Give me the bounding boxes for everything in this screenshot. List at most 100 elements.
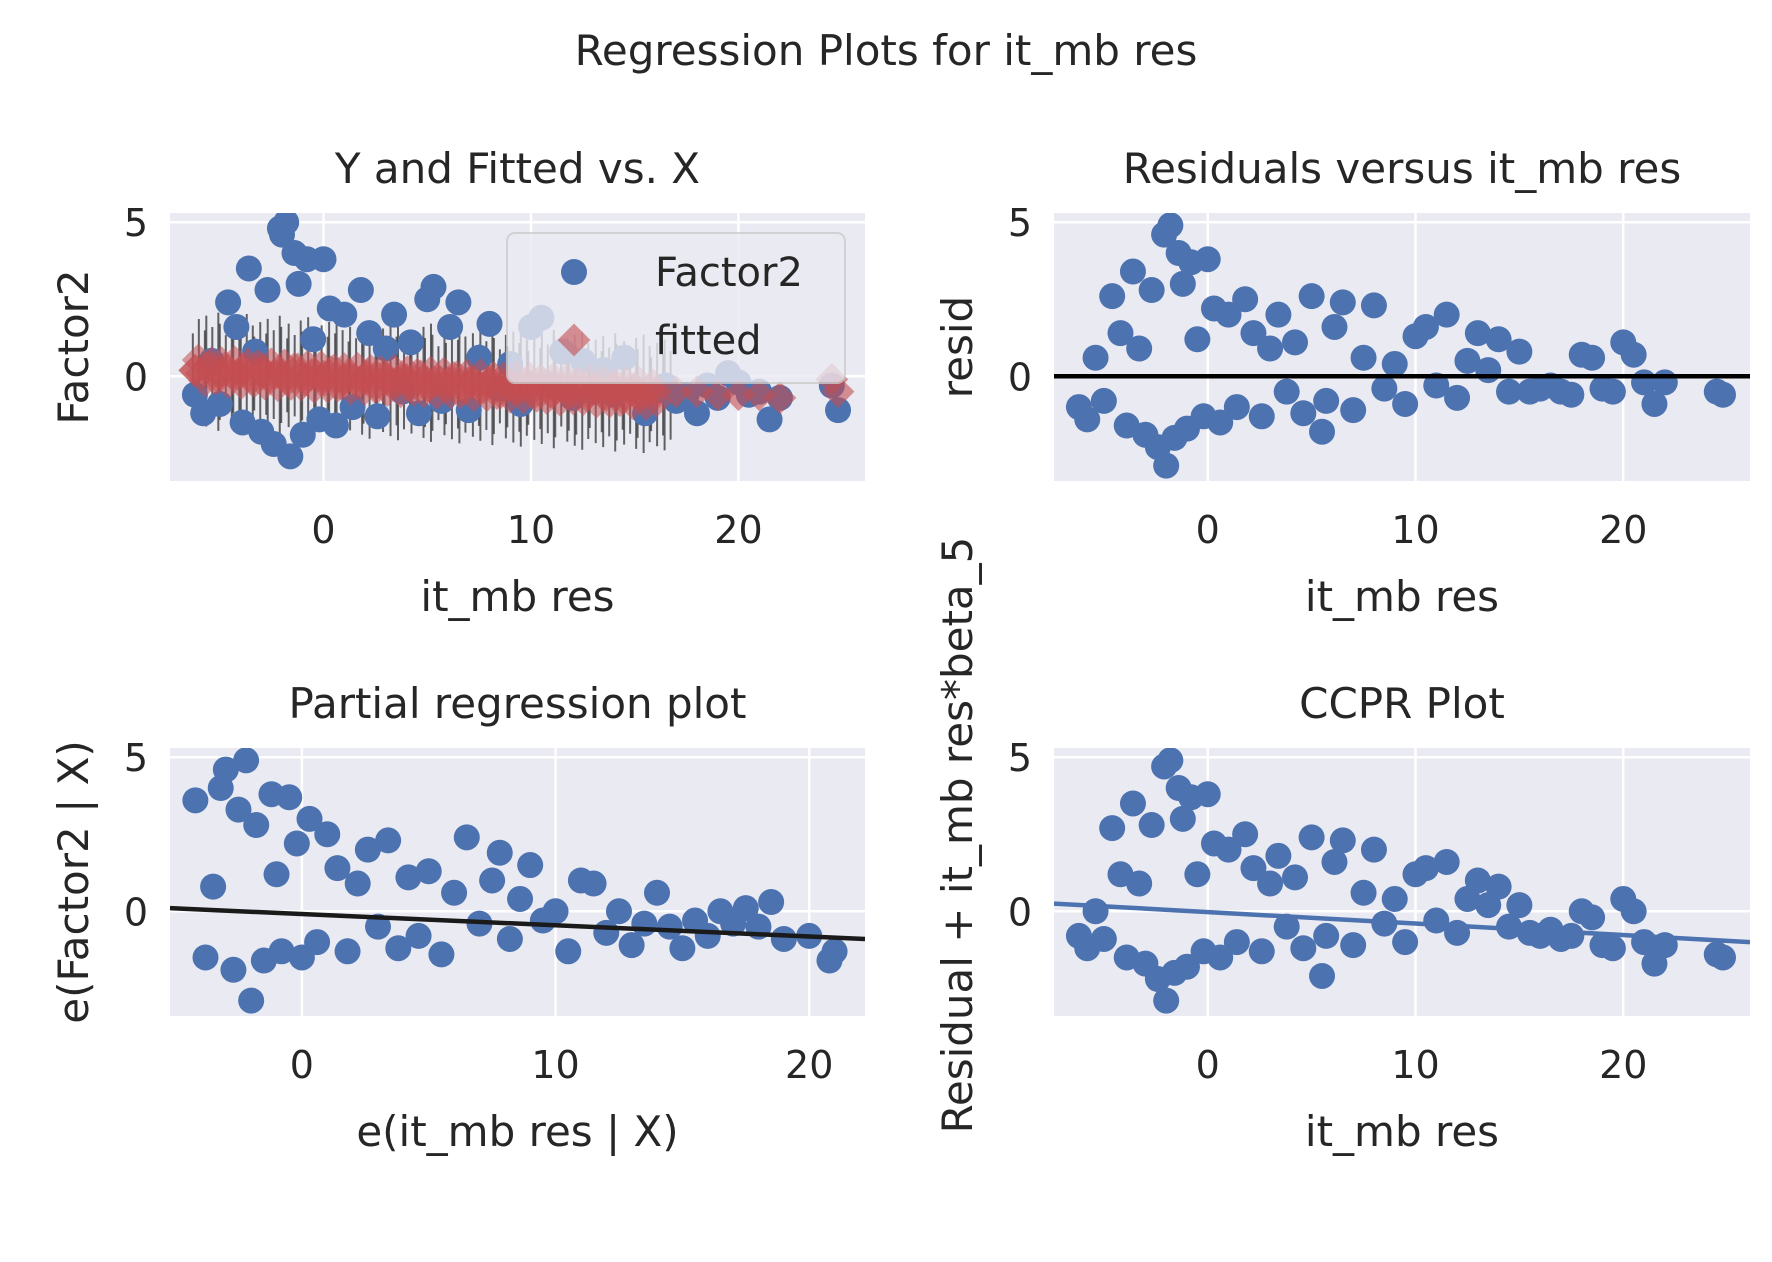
legend-marker-factor2 [561,259,587,285]
data-point [694,922,721,949]
x-axis-label: it_mb res [1305,572,1499,621]
data-point [263,861,290,888]
fitted-point [742,378,776,412]
x-tick-label: 20 [785,1043,833,1087]
panel-4: 0 10 20 0 5 CCPR Plot it_mb res Residual + it_m… [933,537,1750,1156]
y-tick-label: 5 [124,201,148,245]
data-point [507,885,534,912]
data-point [1371,375,1398,402]
series-1 [1065,748,1736,1014]
x-tick-label: 0 [1196,1043,1220,1087]
panel-title: Partial regression plot [289,679,747,728]
data-point [1558,381,1585,408]
data-point [1082,344,1109,371]
figure-suptitle: Regression Plots for it_mb res [575,26,1198,75]
data-point [395,864,422,891]
data-point [223,313,250,340]
panel-title: CCPR Plot [1299,679,1505,728]
data-point [1082,898,1109,925]
legend-box [506,232,846,384]
data-point [1157,748,1184,774]
data-point [1126,335,1153,362]
data-point [1257,335,1284,362]
data-point [310,246,337,273]
data-point [1412,855,1439,882]
data-point [283,830,310,857]
data-point [1248,938,1275,965]
data-point [1298,283,1325,310]
data-point [405,922,432,949]
fitted-point [680,375,714,409]
data-point [1444,384,1471,411]
data-point [1329,827,1356,854]
data-point [289,421,316,448]
data-point [1119,790,1146,817]
y-axis-label: Factor2 [49,269,98,424]
data-point [555,938,582,965]
data-point [364,913,391,940]
data-point [420,273,447,300]
data-point [1282,864,1309,891]
data-point [364,403,391,430]
data-point [1232,286,1259,313]
data-point [344,870,371,897]
data-point [1298,824,1325,851]
x-tick-label: 0 [290,1043,314,1087]
data-point [1485,873,1512,900]
data-point [381,301,408,328]
data-point [1381,350,1408,377]
data-point [215,289,242,316]
x-tick-label: 10 [507,508,555,552]
data-point [1321,313,1348,340]
x-axis-label: it_mb res [1305,1107,1499,1156]
data-point [428,941,455,968]
data-point [273,213,300,236]
data-point [1433,848,1460,875]
data-point [479,867,506,894]
data-point [1495,378,1522,405]
data-point [206,390,233,417]
data-point [605,898,632,925]
data-point [1290,400,1317,427]
data-point [1257,870,1284,897]
data-point [1313,387,1340,414]
data-point [268,938,295,965]
data-point [1392,929,1419,956]
data-point [322,412,349,439]
data-point [1641,390,1668,417]
data-point [1464,320,1491,347]
data-point [277,443,304,470]
data-point [1709,381,1736,408]
data-point [758,889,785,916]
x-tick-label: 10 [531,1043,579,1087]
y-axis-label: e(Factor2 | X) [49,740,98,1024]
data-point [1709,944,1736,971]
data-point [825,397,852,424]
data-point [375,827,402,854]
data-point [1074,406,1101,433]
data-point [1207,409,1234,436]
data-point [1194,246,1221,273]
data-point [356,320,383,347]
fitted-point [763,381,797,415]
data-point [1240,855,1267,882]
data-point [372,335,399,362]
data-point [220,956,247,983]
data-point [1423,372,1450,399]
data-point [1651,369,1678,396]
data-point [517,852,544,879]
data-point [1153,987,1180,1014]
data-point [1506,892,1533,919]
data-point [225,796,252,823]
data-point [405,400,432,427]
panel-2: 0 10 20 0 5 Residuals versus it_mb res it_mb r… [933,144,1750,621]
data-point [1360,836,1387,863]
data-point [683,400,710,427]
data-point [631,910,658,937]
data-point [1599,378,1626,405]
data-point [1313,922,1340,949]
data-point [486,839,513,866]
data-point [354,836,381,863]
data-point [644,879,671,906]
data-point [235,255,262,282]
